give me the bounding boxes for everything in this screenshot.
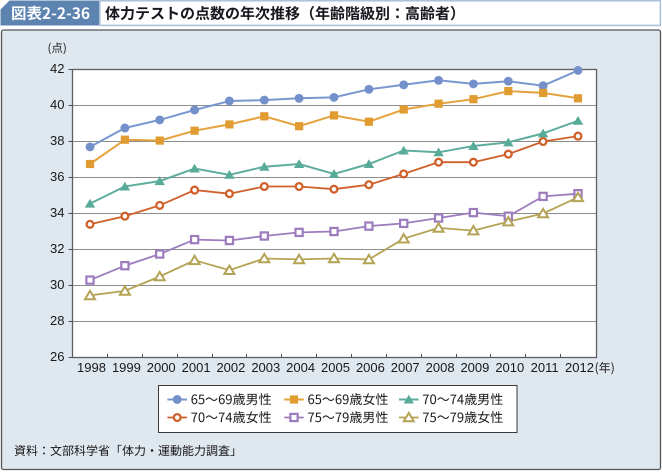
svg-text:2004: 2004	[286, 360, 315, 375]
svg-text:1999: 1999	[112, 360, 141, 375]
svg-text:30: 30	[50, 277, 64, 292]
svg-text:2005: 2005	[321, 360, 350, 375]
svg-text:36: 36	[50, 169, 64, 184]
svg-text:34: 34	[50, 205, 64, 220]
svg-text:2006: 2006	[356, 360, 385, 375]
svg-text:40: 40	[50, 97, 64, 112]
svg-text:38: 38	[50, 133, 64, 148]
svg-text:2007: 2007	[391, 360, 420, 375]
svg-text:26: 26	[50, 349, 64, 364]
svg-text:2003: 2003	[251, 360, 280, 375]
svg-text:1998: 1998	[77, 360, 106, 375]
svg-text:2001: 2001	[182, 360, 211, 375]
svg-text:32: 32	[50, 241, 64, 256]
svg-text:2000: 2000	[147, 360, 176, 375]
svg-text:2010: 2010	[495, 360, 524, 375]
svg-text:42: 42	[50, 61, 64, 76]
svg-text:2008: 2008	[426, 360, 455, 375]
svg-text:28: 28	[50, 313, 64, 328]
svg-text:2011: 2011	[531, 360, 559, 375]
svg-text:2009: 2009	[460, 360, 489, 375]
svg-text:2012: 2012	[565, 360, 594, 375]
svg-text:2002: 2002	[216, 360, 245, 375]
